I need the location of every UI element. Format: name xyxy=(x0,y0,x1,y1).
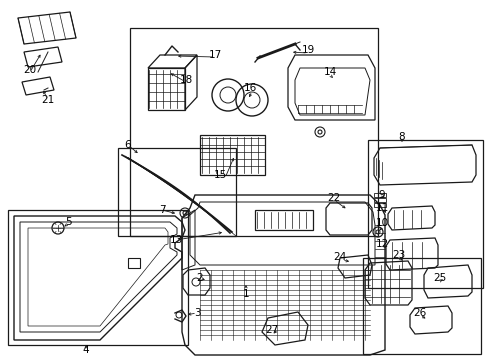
Bar xyxy=(130,28,378,236)
Bar xyxy=(255,210,313,230)
Text: 13: 13 xyxy=(170,235,183,245)
Bar xyxy=(374,193,386,197)
Text: 22: 22 xyxy=(327,193,341,203)
Text: 26: 26 xyxy=(414,308,427,318)
Text: 16: 16 xyxy=(244,83,257,93)
Text: 8: 8 xyxy=(399,132,405,142)
Text: 15: 15 xyxy=(213,170,227,180)
Text: 27: 27 xyxy=(266,325,279,335)
Text: 23: 23 xyxy=(392,250,406,260)
Bar xyxy=(363,258,481,354)
Text: 10: 10 xyxy=(375,218,389,228)
Bar xyxy=(200,135,265,175)
Text: 18: 18 xyxy=(179,75,193,85)
Text: 17: 17 xyxy=(208,50,221,60)
Text: 9: 9 xyxy=(379,190,385,200)
Bar xyxy=(128,258,140,268)
Bar xyxy=(368,140,483,288)
Text: 12: 12 xyxy=(375,239,389,249)
Text: 6: 6 xyxy=(124,140,131,150)
Text: 14: 14 xyxy=(323,67,337,77)
Bar xyxy=(118,148,236,236)
Text: 7: 7 xyxy=(159,205,165,215)
Bar xyxy=(374,203,386,207)
Text: 2: 2 xyxy=(196,273,203,283)
Text: 20: 20 xyxy=(24,65,37,75)
Text: 3: 3 xyxy=(194,308,200,318)
Text: 25: 25 xyxy=(433,273,446,283)
Bar xyxy=(374,198,386,202)
Bar xyxy=(8,210,188,345)
Text: 19: 19 xyxy=(301,45,315,55)
Text: 11: 11 xyxy=(375,203,389,213)
Text: 5: 5 xyxy=(65,217,72,227)
Text: 21: 21 xyxy=(41,95,54,105)
Text: 1: 1 xyxy=(243,289,249,299)
Text: 24: 24 xyxy=(333,252,346,262)
Text: 4: 4 xyxy=(83,345,89,355)
